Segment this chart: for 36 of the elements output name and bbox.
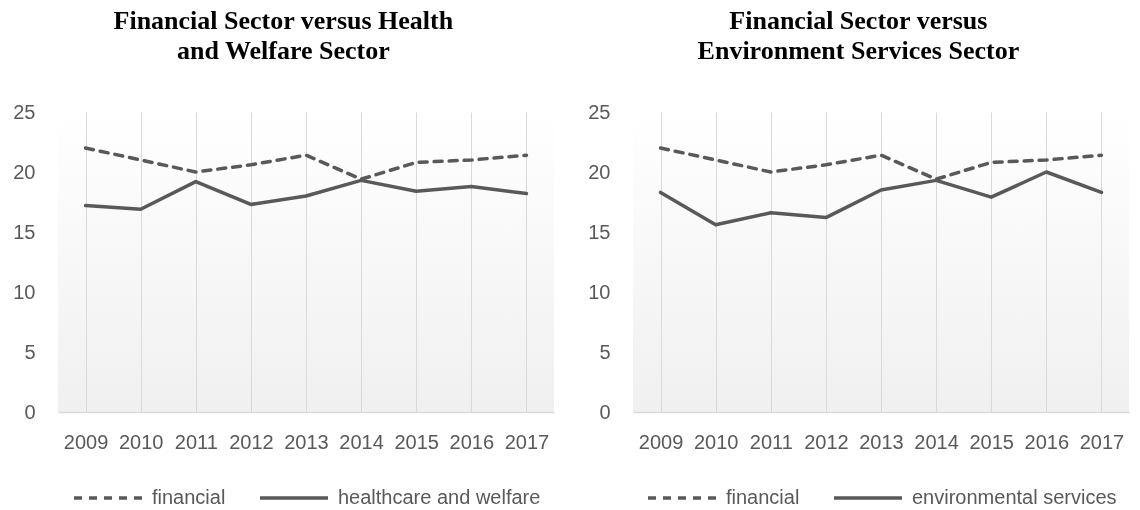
- chart-title: Financial Sector versus Health and Welfare Sector: [113, 6, 454, 65]
- y-tick-label: 25: [13, 100, 36, 123]
- x-tick-label: 2016: [449, 430, 495, 453]
- x-tick-label: 2016: [1024, 430, 1070, 453]
- x-tick-label: 2017: [504, 430, 550, 453]
- x-tick-label: 2009: [63, 430, 109, 453]
- legend-label: financial: [152, 486, 226, 508]
- x-tick-label: 2013: [284, 430, 329, 453]
- x-tick-label: 2010: [118, 430, 164, 453]
- y-tick-label: 15: [588, 220, 611, 243]
- y-tick-label: 10: [13, 280, 36, 303]
- x-tick-label: 2011: [749, 430, 793, 453]
- y-tick-label: 0: [599, 400, 611, 423]
- y-tick-label: 20: [13, 160, 36, 183]
- legend-label: financial: [726, 486, 800, 508]
- x-tick-label: 2010: [693, 430, 739, 453]
- x-tick-label: 2015: [394, 430, 439, 453]
- chart-title: Financial Sector versus Environment Services Sector: [697, 6, 1020, 65]
- y-tick-label: 5: [24, 340, 36, 363]
- y-tick-label: 10: [588, 280, 611, 303]
- x-tick-label: 2011: [174, 430, 218, 453]
- legend-label: healthcare and welfare: [338, 486, 541, 508]
- legend-label: environmental services: [912, 486, 1117, 508]
- y-tick-label: 20: [588, 160, 611, 183]
- x-tick-label: 2017: [1079, 430, 1125, 453]
- x-tick-label: 2014: [914, 430, 959, 453]
- x-tick-label: 2012: [804, 430, 849, 453]
- x-tick-label: 2015: [969, 430, 1014, 453]
- y-tick-label: 15: [13, 220, 36, 243]
- y-tick-label: 0: [24, 400, 36, 423]
- y-tick-label: 5: [599, 340, 611, 363]
- x-tick-label: 2012: [229, 430, 274, 453]
- x-tick-label: 2014: [339, 430, 384, 453]
- x-tick-label: 2013: [859, 430, 904, 453]
- x-tick-label: 2009: [638, 430, 684, 453]
- y-tick-label: 25: [588, 100, 611, 123]
